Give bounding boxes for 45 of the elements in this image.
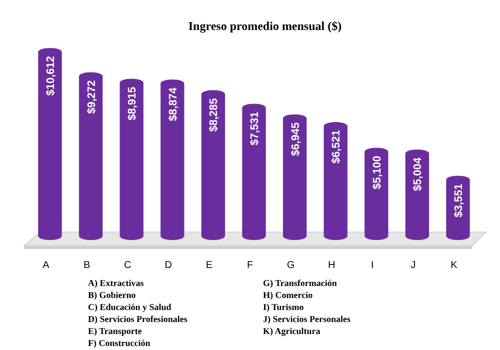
text: A) Extractivas	[88, 278, 144, 288]
x-tick-label: I	[371, 260, 374, 271]
x-tick-label: B	[83, 260, 90, 271]
bar	[201, 90, 226, 240]
bar	[282, 114, 307, 240]
bar	[446, 176, 470, 240]
x-tick-label: C	[124, 260, 132, 271]
data-label: $9,272	[86, 80, 98, 114]
data-label: $7,531	[249, 112, 261, 146]
data-label: $5,004	[412, 156, 424, 192]
text: G) Transformación	[263, 278, 337, 288]
data-label: $5,100	[371, 156, 384, 190]
text: H) Comercio	[263, 290, 314, 300]
x-tick-label: H	[328, 260, 336, 271]
x-tick-label: F	[246, 260, 254, 271]
x-tick-label: K	[450, 260, 458, 271]
bar	[120, 78, 144, 240]
data-label: $6,521	[330, 130, 343, 164]
bar	[324, 122, 348, 240]
x-tick-label: A	[42, 260, 50, 271]
text: J) Servicios Personales	[263, 314, 351, 324]
text: B) Gobierno	[88, 290, 136, 300]
x-tick-label: J	[410, 260, 416, 271]
data-label: $6,945	[290, 122, 302, 156]
bar	[242, 104, 266, 240]
data-label: $3,551	[453, 184, 466, 218]
chart-title: Ingreso promedio mensual ($)	[188, 19, 342, 33]
x-tick-label: E	[206, 260, 213, 271]
bar	[78, 72, 103, 240]
data-label: $8,874	[167, 86, 180, 122]
bar	[405, 149, 430, 240]
text: F) Construcción	[88, 338, 150, 348]
bar	[160, 79, 184, 240]
text: E) Transporte	[88, 326, 142, 336]
text: K) Agricultura	[263, 326, 321, 336]
text: C) Educación y Salud	[88, 302, 172, 312]
bar	[38, 48, 62, 240]
data-label: $8,285	[208, 98, 220, 132]
x-tick-label: G	[286, 260, 295, 271]
data-label: $10,612	[44, 56, 57, 96]
text: D) Servicios Profesionales	[88, 314, 188, 324]
x-tick-label: D	[164, 260, 172, 271]
text: I) Turismo	[263, 302, 304, 312]
data-label: $8,915	[126, 86, 139, 120]
bar	[364, 148, 388, 240]
